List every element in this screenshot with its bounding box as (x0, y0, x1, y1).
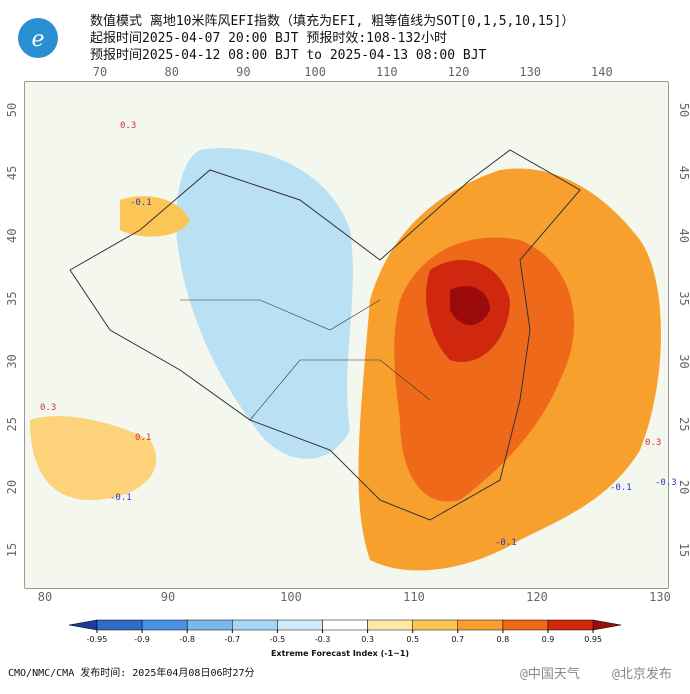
bottom-lon-label: 130 (649, 590, 671, 604)
contour-label: 0.3 (40, 403, 56, 413)
colorbar-tick-label: 0.7 (451, 635, 464, 644)
colorbar-tick-label: -0.7 (224, 635, 240, 644)
bottom-lon-label: 110 (403, 590, 425, 604)
colorbar-end (68, 619, 98, 631)
left-lat-label: 50 (5, 103, 19, 117)
logo (18, 18, 58, 58)
top-lon-label: 140 (591, 65, 613, 79)
left-lat-label: 40 (5, 229, 19, 243)
colorbar-tick-label: 0.9 (542, 635, 555, 644)
colorbar-tick-label: -0.95 (87, 635, 108, 644)
contour-label: 0.3 (645, 438, 661, 448)
valid-time: 预报时间2025-04-12 08:00 BJT to 2025-04-13 0… (90, 48, 487, 63)
bottom-lon-label: 120 (526, 590, 548, 604)
left-lat-label: 35 (5, 291, 19, 305)
colorbar-segment (277, 619, 323, 631)
colorbar-tick-label: 0.8 (497, 635, 510, 644)
colorbar-segment (96, 619, 143, 631)
colorbar-tick-label: 0.95 (584, 635, 602, 644)
colorbar-segment (322, 619, 368, 631)
left-lat-label: 15 (5, 543, 19, 557)
province-lines (180, 299, 431, 421)
colorbar-tick-label: 0.3 (361, 635, 374, 644)
watermark: @中国天气 (520, 666, 580, 682)
top-lon-label: 80 (164, 65, 178, 79)
colorbar-segment (367, 619, 413, 631)
bottom-lon-label: 80 (38, 590, 52, 604)
colorbar-tick-label: -0.8 (179, 635, 195, 644)
map: 0.3 -0.1 0.3 -0.1 0.1 -0.1 0.3 -0.1 -0.3 (24, 81, 677, 589)
watermark: @北京发布 (612, 666, 672, 682)
colorbar-tick-label: -0.5 (270, 635, 286, 644)
contour-label: -0.1 (495, 538, 517, 548)
colorbar-tick-label: 0.5 (406, 635, 419, 644)
top-lon-label: 90 (236, 65, 250, 79)
max-efi (450, 286, 490, 325)
right-lat-label: 30 (677, 354, 690, 368)
colorbar-segment (412, 619, 459, 631)
right-lat-label: 25 (677, 417, 690, 431)
contour-label: -0.3 (655, 478, 677, 488)
colorbar-label: Extreme Forecast Index (-1~1) (271, 649, 409, 658)
contour-label: -0.1 (130, 198, 152, 208)
colorbar-tick-label: -0.3 (315, 635, 331, 644)
init-time: 起报时间2025-04-07 20:00 BJT 预报时效:108-132小时 (90, 31, 447, 46)
top-lon-label: 120 (448, 65, 470, 79)
colorbar-tick-label: -0.9 (134, 635, 150, 644)
top-lon-label: 110 (376, 65, 398, 79)
top-lon-label: 130 (519, 65, 541, 79)
colorbar-segment (502, 619, 549, 631)
colorbar-segment (547, 619, 594, 631)
right-lat-label: 15 (677, 543, 690, 557)
contour-label: -0.1 (610, 483, 632, 493)
title: 数值模式 离地10米阵风EFI指数（填充为EFI, 粗等值线为SOT[0,1,5… (90, 13, 574, 29)
colorbar: -0.95 -0.9 -0.8 -0.7 -0.5 -0.3 0.3 0.5 0.7 0.8 0.9… (68, 619, 622, 644)
left-lat-label: 20 (5, 480, 19, 494)
right-lat-label: 50 (677, 103, 690, 117)
colorbar-end (592, 619, 622, 631)
top-lon-label: 70 (93, 65, 107, 79)
colorbar-segment (232, 619, 278, 631)
west-patch (30, 416, 157, 500)
contour-label: 0.3 (120, 121, 136, 131)
west-patch (120, 196, 190, 237)
colorbar-segment (457, 619, 504, 631)
source: CMO/NMC/CMA 发布时间: 2025年04月08日06时27分 (8, 666, 255, 679)
right-lat-label: 45 (677, 166, 690, 180)
left-lat-label: 25 (5, 417, 19, 431)
low-efi (176, 148, 353, 459)
left-lat-label: 45 (5, 166, 19, 180)
right-lat-label: 40 (677, 229, 690, 243)
right-lat-label: 35 (677, 291, 690, 305)
top-lon-label: 100 (304, 65, 326, 79)
colorbar-segment (141, 619, 188, 631)
right-lat-label: 20 (677, 480, 690, 494)
contour-label: -0.1 (110, 493, 132, 503)
contour-labels: 0.3 -0.1 0.3 -0.1 0.1 -0.1 0.3 -0.1 -0.3 (40, 121, 677, 548)
logo-mark: ℯ (31, 27, 44, 52)
left-lat-label: 30 (5, 354, 19, 368)
colorbar-segment (186, 619, 233, 631)
bottom-lon-label: 100 (280, 590, 302, 604)
contour-label: 0.1 (135, 433, 151, 443)
bottom-lon-label: 90 (161, 590, 175, 604)
